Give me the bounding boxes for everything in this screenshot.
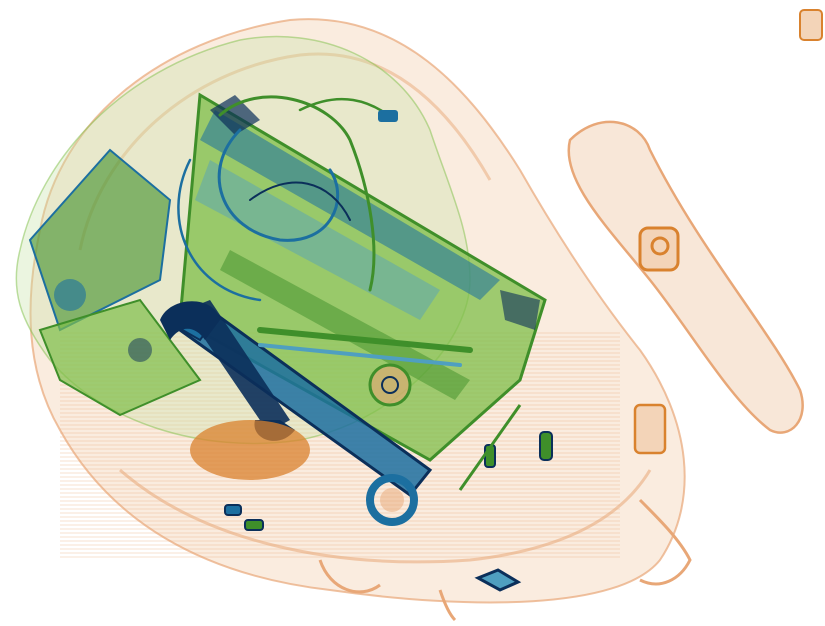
handle-rod — [257, 327, 473, 367]
bottom-straps — [318, 498, 692, 622]
laptop-fan — [368, 363, 412, 407]
cables — [177, 95, 398, 302]
strap-buckle — [638, 226, 680, 272]
backpack-strap — [567, 9, 823, 455]
strap-adjuster — [633, 403, 667, 455]
circuit-board — [28, 148, 202, 417]
cable-plug — [378, 110, 398, 122]
organic-mass — [190, 420, 310, 480]
zipper-pulls — [224, 404, 553, 592]
strap-clip — [799, 9, 823, 41]
